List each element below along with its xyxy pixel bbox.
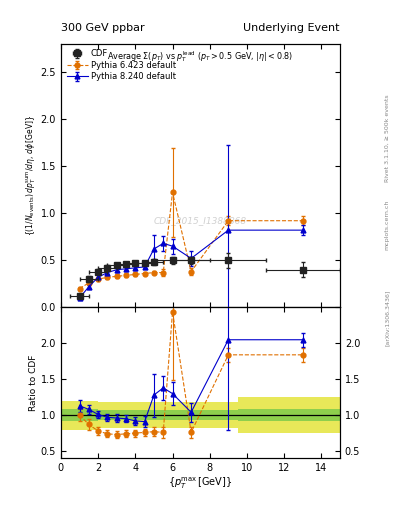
Text: Rivet 3.1.10, ≥ 500k events: Rivet 3.1.10, ≥ 500k events (385, 94, 389, 182)
Text: [arXiv:1306.3436]: [arXiv:1306.3436] (385, 289, 389, 346)
Y-axis label: $\{(1/N_\mathrm{events})\,dp_T^\mathrm{sum}/d\eta,\,d\phi\,[\mathrm{GeV}]\}$: $\{(1/N_\mathrm{events})\,dp_T^\mathrm{s… (24, 115, 38, 236)
Y-axis label: Ratio to CDF: Ratio to CDF (29, 355, 38, 411)
X-axis label: $\{p_T^\mathrm{max}\,[\mathrm{GeV}]\}$: $\{p_T^\mathrm{max}\,[\mathrm{GeV}]\}$ (168, 476, 233, 492)
Legend: CDF, Pythia 6.423 default, Pythia 8.240 default: CDF, Pythia 6.423 default, Pythia 8.240 … (65, 48, 178, 83)
Text: Average $\Sigma(p_T)$ vs $p_T^\mathrm{lead}$ ($p_T > 0.5$ GeV, $|\eta| < 0.8$): Average $\Sigma(p_T)$ vs $p_T^\mathrm{le… (107, 49, 294, 63)
Text: mcplots.cern.ch: mcplots.cern.ch (385, 200, 389, 250)
Text: Underlying Event: Underlying Event (243, 23, 340, 33)
Text: 300 GeV ppbar: 300 GeV ppbar (61, 23, 145, 33)
Text: CDF_2015_I1388868: CDF_2015_I1388868 (154, 216, 247, 225)
